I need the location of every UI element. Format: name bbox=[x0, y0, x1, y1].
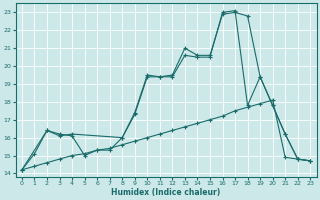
X-axis label: Humidex (Indice chaleur): Humidex (Indice chaleur) bbox=[111, 188, 221, 197]
